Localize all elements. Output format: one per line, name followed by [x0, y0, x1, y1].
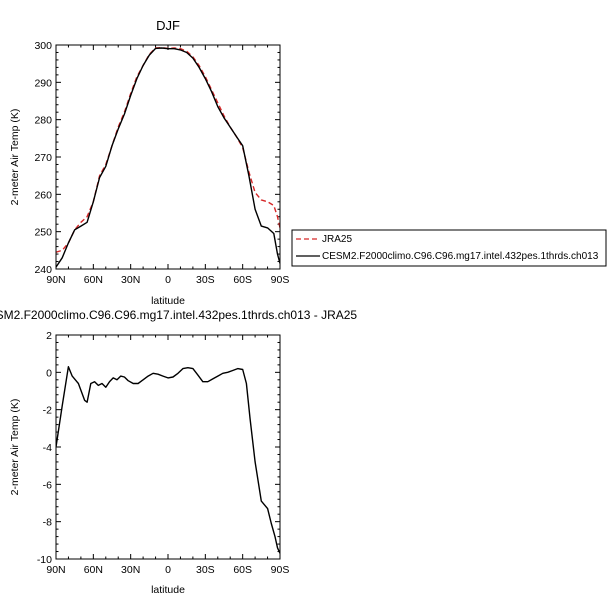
top-chart-lines [56, 46, 280, 268]
bottom-chart-ticks: 90N 60N 30N 0 30S 60S 90S -10 -8 -6 -4 -2 0 2 [37, 330, 290, 576]
top-chart-y-tick-label: 270 [34, 152, 52, 164]
bottom-chart: CESM2.F2000climo.C96.C96.mg17.intel.432p… [0, 308, 357, 596]
bottom-chart-x-tick-label: 60N [84, 564, 103, 576]
bottom-chart-y-tick-label: -4 [43, 442, 52, 454]
top-chart-series-line-1 [56, 47, 280, 268]
top-chart-plot-frame [55, 44, 281, 270]
top-chart-y-axis-label: 2-meter Air Temp (K) [9, 109, 21, 206]
bottom-chart-y-tick-label: -8 [43, 517, 52, 529]
bottom-chart-lines [56, 366, 280, 554]
legend-label-jra25: JRA25 [322, 234, 352, 245]
top-chart: DJF latitude 2-meter Air Temp (K) 90N 60N… [9, 18, 289, 307]
bottom-chart-y-tick-label: -10 [37, 554, 52, 566]
top-chart-x-tick-label: 90N [46, 274, 65, 286]
bottom-chart-x-tick-label: 60S [233, 564, 252, 576]
top-chart-y-tick-label: 260 [34, 189, 52, 201]
bottom-chart-y-axis-label: 2-meter Air Temp (K) [9, 399, 21, 496]
legend-label-cesm2: CESM2.F2000climo.C96.C96.mg17.intel.432p… [322, 251, 599, 262]
bottom-chart-plot-frame [55, 334, 281, 560]
top-chart-legend: JRA25 CESM2.F2000climo.C96.C96.mg17.inte… [291, 229, 607, 267]
bottom-chart-x-tick-label: 90N [46, 564, 65, 576]
top-chart-y-tick-label: 290 [34, 77, 52, 89]
top-chart-series-line-0 [56, 46, 280, 253]
bottom-chart-y-tick-label: -6 [43, 479, 52, 491]
top-chart-ticks: 90N 60N 30N 0 30S 60S 90S 240 250 260 270 280 290 300 [34, 40, 289, 286]
top-chart-x-tick-label: 90S [271, 274, 290, 286]
bottom-chart-x-tick-label: 30S [196, 564, 215, 576]
bottom-chart-y-tick-label: 2 [46, 330, 52, 342]
top-chart-x-axis-label: latitude [151, 295, 185, 307]
bottom-chart-series-line-0 [56, 366, 280, 554]
legend-box [291, 229, 607, 267]
bottom-chart-x-tick-label: 30N [121, 564, 140, 576]
top-chart-x-tick-label: 30S [196, 274, 215, 286]
bottom-chart-y-tick-label: 0 [46, 367, 52, 379]
top-chart-y-tick-label: 250 [34, 227, 52, 239]
bottom-chart-title: CESM2.F2000climo.C96.C96.mg17.intel.432p… [0, 308, 357, 322]
top-chart-x-tick-label: 0 [165, 274, 171, 286]
top-chart-y-tick-label: 300 [34, 40, 52, 52]
top-chart-x-tick-label: 30N [121, 274, 140, 286]
top-chart-title: DJF [156, 18, 180, 33]
bottom-chart-x-axis-label: latitude [151, 584, 185, 596]
top-chart-x-tick-label: 60N [84, 274, 103, 286]
top-chart-y-tick-label: 240 [34, 264, 52, 276]
bottom-chart-x-tick-label: 90S [271, 564, 290, 576]
bottom-chart-y-tick-label: -2 [43, 405, 52, 417]
top-chart-y-tick-label: 280 [34, 115, 52, 127]
bottom-chart-x-tick-label: 0 [165, 564, 171, 576]
top-chart-x-tick-label: 60S [233, 274, 252, 286]
